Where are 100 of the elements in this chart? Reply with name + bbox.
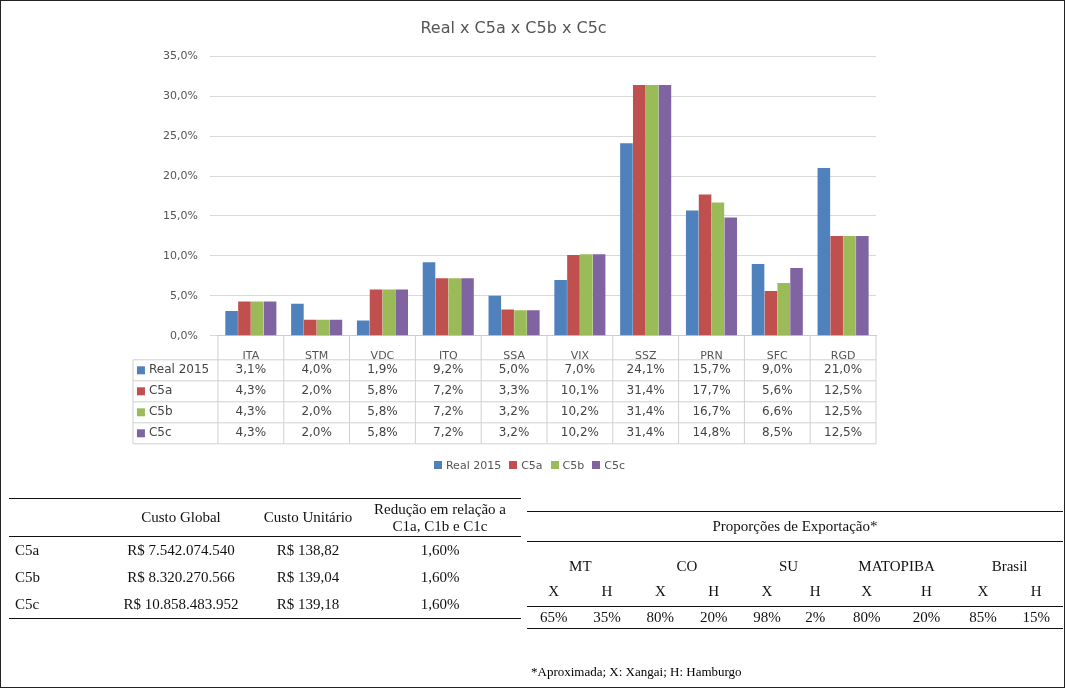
text: X: [976, 582, 990, 601]
data-label: 4,3%: [235, 425, 267, 440]
text: 80%: [851, 608, 882, 627]
text: R$ 139,18: [275, 595, 341, 614]
data-label: 7,2%: [433, 383, 464, 398]
bar: [567, 255, 580, 336]
data-label: 2,0%: [301, 404, 332, 419]
data-label: 4,3%: [235, 383, 267, 398]
bar: [620, 143, 633, 336]
bar: [856, 235, 869, 336]
text: 1,60%: [419, 541, 461, 560]
data-label: 17,7%: [692, 383, 731, 398]
x-tick-label: PRN: [700, 349, 723, 363]
x-tick-label: SSZ: [634, 349, 657, 363]
text: 20%: [911, 608, 942, 627]
data-label: 3,3%: [498, 383, 530, 398]
data-label: 10,2%: [560, 404, 599, 419]
bar: [395, 289, 408, 336]
bar: [711, 202, 725, 336]
data-label: 3,2%: [498, 404, 530, 419]
text: X: [760, 582, 774, 601]
data-label: 15,7%: [692, 362, 731, 377]
data-label: 12,5%: [824, 383, 863, 398]
x-tick-label: ITQ: [438, 349, 458, 363]
bar: [488, 295, 502, 336]
bar: [580, 254, 593, 336]
text: MT: [568, 557, 593, 576]
text: R$ 7.542.074.540: [126, 541, 236, 560]
legend-label: C5b: [148, 404, 173, 419]
text: 85%: [968, 608, 998, 627]
text: 80%: [645, 608, 676, 627]
x-tick-label: VIX: [570, 349, 590, 363]
data-label: 5,8%: [367, 404, 398, 419]
x-tick-label: STM: [305, 349, 329, 363]
text: SU: [778, 557, 800, 576]
bar: [764, 291, 778, 336]
bar: [527, 310, 540, 336]
bar: [843, 235, 856, 336]
bar: [238, 301, 251, 336]
text: R$ 139,04: [275, 568, 341, 587]
text: 20%: [698, 608, 729, 627]
y-tick-label: 30,0%: [162, 89, 198, 102]
data-label: 9,2%: [433, 362, 464, 377]
x-tick-label: RGD: [830, 349, 856, 363]
bar: [554, 279, 567, 336]
bar: [501, 309, 514, 336]
data-label: 2,0%: [301, 383, 332, 398]
text: 1,60%: [419, 595, 461, 614]
data-label: 24,1%: [626, 362, 665, 377]
text: H: [919, 582, 933, 601]
data-label: 7,0%: [564, 362, 596, 377]
data-label: 16,7%: [692, 404, 731, 419]
bar: [291, 303, 304, 336]
text: C5b: [14, 568, 41, 587]
text: H: [600, 582, 614, 601]
text: C5c: [14, 595, 41, 614]
data-label: 1,9%: [367, 362, 398, 377]
text: *Aproximada; X: Xangai; H: Hamburgo: [531, 664, 742, 680]
data-label: 4,0%: [301, 362, 332, 377]
bar: [698, 194, 712, 336]
data-label: 12,5%: [824, 404, 863, 419]
data-label: 3,1%: [235, 362, 267, 377]
text: X: [547, 582, 561, 601]
text: Brasil: [990, 557, 1029, 576]
data-label: 31,4%: [626, 383, 665, 398]
bar: [435, 278, 449, 336]
legend-label: Real 2015: [148, 362, 210, 377]
text: CO: [675, 557, 699, 576]
text: X: [653, 582, 667, 601]
chart-title: Real x C5a x C5b x C5c: [420, 17, 607, 37]
y-tick-label: 20,0%: [162, 168, 198, 182]
data-label: 6,6%: [762, 404, 793, 419]
bar: [685, 210, 699, 336]
bar: [369, 289, 383, 336]
bar: [329, 319, 343, 336]
data-label: 5,6%: [762, 383, 793, 398]
text: R$ 10.858.483.952: [122, 595, 240, 614]
bar: [514, 310, 527, 336]
data-label: 7,2%: [433, 404, 464, 419]
data-label: 8,5%: [762, 425, 793, 440]
data-label: 3,2%: [498, 425, 530, 440]
bar: [817, 168, 831, 336]
data-label: 21,0%: [824, 362, 863, 377]
data-label: 10,1%: [560, 383, 599, 398]
data-label: 5,0%: [498, 362, 530, 377]
text: Redução em relação a C1a, C1b e C1c: [373, 500, 507, 536]
text: R$ 138,82: [275, 541, 341, 560]
text: H: [808, 582, 822, 601]
text: 2%: [804, 608, 827, 627]
x-tick-label: VDC: [370, 349, 395, 363]
text: H: [1029, 582, 1043, 601]
data-label: 5,8%: [367, 383, 398, 398]
data-label: 5,8%: [367, 425, 398, 440]
bar: [303, 319, 317, 336]
text: Real 2015: [445, 459, 502, 472]
bar: [448, 278, 461, 336]
bar: [382, 289, 396, 336]
y-tick-label: 5,0%: [169, 288, 198, 302]
bar: [592, 254, 606, 336]
y-tick-label: 25,0%: [162, 128, 198, 142]
